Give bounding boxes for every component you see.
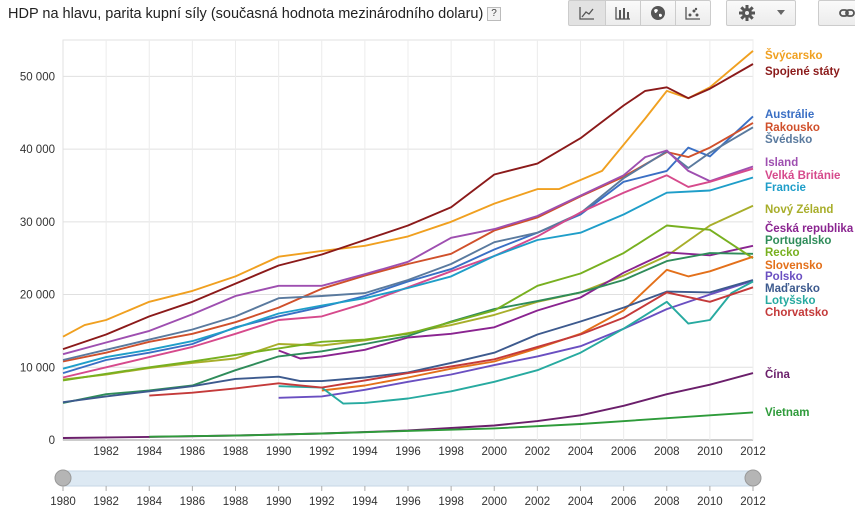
series-end-label: Recko	[765, 247, 800, 259]
series-line	[62, 167, 754, 379]
link-button[interactable]	[818, 0, 855, 26]
scatter-chart-button[interactable]	[675, 0, 711, 26]
timeline-tick-label: 1994	[352, 496, 378, 508]
x-tick-label: 2008	[654, 446, 680, 458]
series-end-label: Francie	[765, 182, 806, 194]
timeline-track	[62, 470, 754, 487]
chevron-down-icon	[776, 10, 785, 15]
series-line	[62, 176, 754, 370]
timeline-slider[interactable]: 1980 1982 1984 1986 1988 1990 1992 1994 1996 1998…	[0, 460, 855, 512]
y-tick-label: 40 000	[20, 144, 55, 156]
chart-title-text: HDP na hlavu, parita kupní síly (současn…	[8, 6, 484, 22]
scatter-chart-icon	[685, 7, 700, 20]
x-tick-label: 1986	[180, 446, 206, 458]
x-tick-label: 2004	[568, 446, 594, 458]
timeline-tick-label: 1980	[50, 496, 76, 508]
series-line	[62, 149, 754, 356]
x-tick-label: 1994	[352, 446, 378, 458]
x-tick-label: 2002	[525, 446, 551, 458]
timeline-tick-label: 2008	[654, 496, 680, 508]
timeline-tick-label: 1992	[309, 496, 335, 508]
series-line	[62, 115, 754, 375]
x-tick-label: 2000	[481, 446, 507, 458]
y-tick-label: 20 000	[20, 290, 55, 302]
series-end-label: Maďarsko	[765, 283, 820, 295]
map-chart-button[interactable]	[640, 0, 676, 26]
x-tick-label: 1996	[395, 446, 421, 458]
x-tick-label: 1992	[309, 446, 335, 458]
series-end-label: Austrálie	[765, 109, 814, 121]
timeline-tick-label: 1996	[395, 496, 421, 508]
gear-icon	[738, 5, 755, 21]
series-line	[62, 279, 754, 404]
x-tick-label: 2010	[697, 446, 723, 458]
series-end-label: Rakousko	[765, 122, 820, 134]
series-line	[278, 279, 754, 399]
series-line	[62, 63, 754, 350]
settings-button[interactable]	[726, 0, 796, 26]
series-end-label: Čína	[765, 368, 791, 381]
x-tick-label: 2006	[611, 446, 637, 458]
timeline-tick-label: 1982	[93, 496, 119, 508]
series-line	[149, 286, 754, 397]
timeline-tick-label: 2002	[525, 496, 551, 508]
globe-map-icon	[651, 6, 665, 20]
series-line	[62, 50, 754, 338]
series-end-label: Portugalsko	[765, 235, 831, 247]
x-tick-label: 1988	[223, 446, 249, 458]
timeline-tick-label: 2010	[697, 496, 723, 508]
timeline-tick-label: 2006	[611, 496, 637, 508]
series-end-label: Island	[765, 157, 798, 169]
x-tick-label: 1982	[93, 446, 119, 458]
chart-title: HDP na hlavu, parita kupní síly (současn…	[8, 6, 501, 22]
series-end-label: Nový Zéland	[765, 204, 833, 216]
timeline-end-handle[interactable]	[744, 469, 762, 487]
series-end-label: Česká republika	[765, 222, 854, 235]
x-tick-label: 1998	[438, 446, 464, 458]
timeline-tick-label: 1984	[136, 496, 162, 508]
series-end-label: Vietnam	[765, 407, 810, 419]
line-chart: 0 10 000 20 000 30 000 40 000 50 000 1982 1984…	[20, 39, 854, 458]
timeline-tick-label: 1988	[223, 496, 249, 508]
y-tick-label: 0	[49, 435, 55, 447]
x-tick-label: 1984	[136, 446, 162, 458]
timeline-tick-label: 2012	[740, 496, 766, 508]
bar-chart-button[interactable]	[605, 0, 641, 26]
series-line	[62, 224, 754, 382]
link-icon	[839, 9, 855, 17]
timeline-start-handle[interactable]	[54, 469, 72, 487]
series-line	[278, 280, 754, 405]
series-line	[149, 411, 754, 438]
y-tick-label: 10 000	[20, 362, 55, 374]
series-line	[278, 244, 754, 360]
series-end-label: Slovensko	[765, 260, 823, 272]
timeline-tick-label: 2000	[481, 496, 507, 508]
y-tick-label: 30 000	[20, 217, 55, 229]
series-end-label: Švédsko	[765, 133, 812, 146]
timeline-tick-label: 1998	[438, 496, 464, 508]
bar-chart-icon	[615, 7, 630, 20]
line-chart-icon	[579, 7, 594, 20]
timeline-tick-label: 1990	[266, 496, 292, 508]
timeline-tick-label: 1986	[180, 496, 206, 508]
series-end-label: Velká Británie	[765, 170, 840, 182]
x-tick-label: 1990	[266, 446, 292, 458]
help-button[interactable]: ?	[487, 7, 501, 22]
series-end-label: Švýcarsko	[765, 49, 823, 62]
y-tick-label: 50 000	[20, 71, 55, 83]
x-tick-label: 2012	[740, 446, 766, 458]
timeline-tick-label: 2004	[568, 496, 594, 508]
series-end-label: Chorvatsko	[765, 307, 828, 319]
series-end-label: Spojené státy	[765, 66, 840, 78]
series-end-label: Polsko	[765, 271, 803, 283]
series-end-label: Lotyšsko	[765, 295, 816, 307]
